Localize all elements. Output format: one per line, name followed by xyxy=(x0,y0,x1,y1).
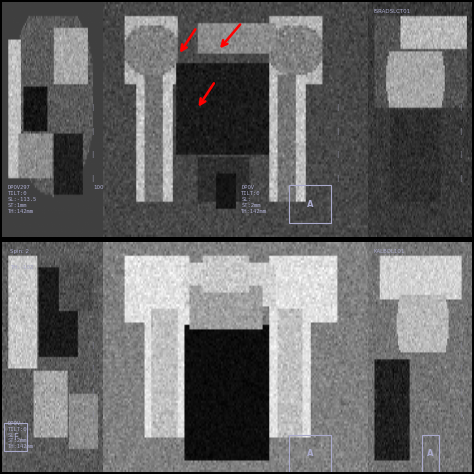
Text: A: A xyxy=(427,449,434,458)
Text: |: | xyxy=(459,342,462,349)
Text: |: | xyxy=(337,175,339,182)
Text: |: | xyxy=(91,342,93,349)
Text: ISRADSLCT01: ISRADSLCT01 xyxy=(374,9,410,14)
Text: |: | xyxy=(459,388,462,395)
Text: |: | xyxy=(459,128,462,135)
Text: |: | xyxy=(459,365,462,372)
Text: |: | xyxy=(459,175,462,182)
Text: TH: -102: TH: -102 xyxy=(10,264,34,270)
Text: |: | xyxy=(91,365,93,372)
Text: F: F xyxy=(13,433,18,442)
Text: |: | xyxy=(91,410,93,418)
Text: |: | xyxy=(91,151,93,158)
Text: 100: 100 xyxy=(93,185,104,191)
Text: |: | xyxy=(337,151,339,158)
Text: DPOV
TILT:0
SL:
ST:2mm
TH:142mm: DPOV TILT:0 SL: ST:2mm TH:142mm xyxy=(241,185,267,214)
Text: KALBOL101: KALBOL101 xyxy=(374,248,405,254)
Text: |: | xyxy=(337,104,339,111)
Text: Spin: 2: Spin: 2 xyxy=(10,248,29,254)
Text: |: | xyxy=(459,151,462,158)
Text: A: A xyxy=(307,200,313,209)
Text: |: | xyxy=(91,388,93,395)
Text: DPOV
TILT:0
SL:
ST:2mm
TH:142mm: DPOV TILT:0 SL: ST:2mm TH:142mm xyxy=(8,421,33,449)
Text: DPOV297
TILT:0
SL:-113.5
ST:1mm
TH:142mm: DPOV297 TILT:0 SL:-113.5 ST:1mm TH:142mm xyxy=(8,185,36,214)
Text: |: | xyxy=(337,128,339,135)
Text: |: | xyxy=(459,410,462,418)
Text: |: | xyxy=(459,104,462,111)
Text: |: | xyxy=(91,104,93,111)
Text: |: | xyxy=(91,175,93,182)
Text: |: | xyxy=(91,128,93,135)
Text: A: A xyxy=(307,449,313,458)
